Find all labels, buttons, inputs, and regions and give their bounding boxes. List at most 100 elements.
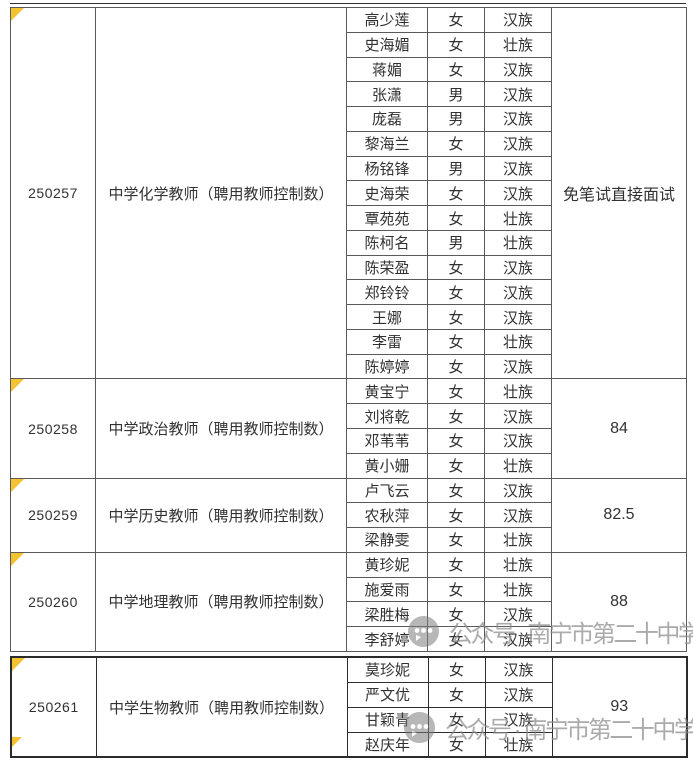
gender-cell-text: 女	[448, 136, 464, 154]
candidate-name-cell: 史海荣	[346, 180, 428, 207]
candidate-name-cell: 黄小姗	[346, 452, 428, 479]
job-title-cell: 中学政治教师（聘用教师控制数）	[95, 378, 347, 479]
gender-cell-text: 女	[448, 37, 464, 55]
gender-cell: 女	[427, 656, 486, 683]
ethnicity-cell-text: 壮族	[502, 235, 533, 253]
candidate-name-cell-text: 邓苇苇	[364, 433, 410, 451]
candidate-name-cell-text: 黎海兰	[364, 136, 410, 154]
candidate-name-cell-text: 覃苑苑	[364, 210, 410, 228]
job-title-cell: 中学历史教师（聘用教师控制数）	[95, 477, 347, 553]
gender-cell: 女	[427, 551, 485, 578]
candidate-name-cell: 陈柯名	[346, 229, 428, 256]
job-code-cell-text: 250259	[28, 507, 78, 524]
ethnicity-cell: 汉族	[484, 502, 552, 529]
candidate-name-cell-text: 李雷	[371, 334, 402, 352]
corner-note-marker-icon	[11, 553, 24, 566]
job-code-cell-text: 250257	[28, 185, 78, 202]
ethnicity-cell-text: 汉族	[502, 136, 533, 154]
ethnicity-cell-text: 汉族	[503, 687, 534, 705]
candidate-row: 250260 中学地理教师（聘用教师控制数） 黄珍妮女壮族 88	[10, 551, 687, 652]
ethnicity-cell: 壮族	[484, 31, 552, 58]
gender-cell: 男	[427, 155, 485, 182]
score-cell-text: 82.5	[603, 506, 635, 524]
ethnicity-cell: 汉族	[484, 106, 552, 132]
candidate-name-cell: 莫珍妮	[346, 656, 429, 683]
ethnicity-cell: 壮族	[484, 205, 552, 231]
gender-cell: 女	[427, 279, 485, 306]
score-cell: 免笔试直接面试	[551, 6, 687, 380]
candidate-name-cell: 张潇	[346, 81, 428, 108]
ethnicity-cell-text: 汉族	[502, 631, 533, 649]
gender-cell: 女	[427, 601, 485, 628]
candidate-row: 黎海兰 女 汉族	[11, 130, 687, 157]
ethnicity-cell: 汉族	[484, 353, 552, 380]
candidate-row: 张潇 男 汉族	[11, 81, 687, 108]
candidate-name-cell: 李雷	[346, 328, 428, 355]
score-cell: 93	[551, 656, 688, 758]
candidate-name-cell: 卢飞云	[346, 477, 428, 504]
positions-table-upper-body: 250257 中学化学教师（聘用教师控制数） 高少莲女汉族 免笔试直接面试 史海媚女壮族…	[10, 6, 687, 652]
candidate-name-cell: 王娜	[346, 304, 428, 330]
ethnicity-cell: 壮族	[484, 328, 552, 355]
score-cell-text: 84	[610, 419, 628, 437]
job-code-cell-text: 250258	[28, 420, 78, 437]
gender-cell: 女	[427, 180, 485, 207]
gender-cell-text: 女	[448, 383, 464, 401]
gender-cell: 男	[427, 106, 485, 132]
candidate-name-cell-text: 陈荣盈	[364, 260, 410, 278]
candidate-name-cell-text: 梁静雯	[364, 532, 410, 550]
ethnicity-cell-text: 汉族	[502, 309, 533, 327]
ethnicity-cell: 汉族	[484, 130, 552, 157]
job-code-cell: 250260	[10, 551, 96, 652]
gender-cell-text: 女	[448, 687, 464, 705]
candidate-name-cell-text: 李舒婷	[364, 631, 410, 649]
gender-cell: 女	[427, 56, 485, 83]
candidate-name-cell: 黄珍妮	[346, 551, 428, 578]
gender-cell-text: 女	[448, 532, 464, 550]
ethnicity-cell: 汉族	[484, 56, 552, 83]
gender-cell-text: 男	[448, 235, 464, 253]
candidate-name-cell: 史海媚	[346, 31, 428, 58]
ethnicity-cell: 壮族	[484, 731, 553, 758]
ethnicity-cell: 汉族	[484, 626, 552, 652]
candidate-row: 杨铭锋 男 汉族	[11, 155, 687, 182]
gender-cell: 女	[427, 452, 485, 479]
candidate-name-cell-text: 庞磊	[371, 111, 402, 129]
score-cell: 88	[551, 551, 687, 652]
ethnicity-cell-text: 汉族	[502, 185, 533, 203]
ethnicity-cell-text: 壮族	[502, 37, 533, 55]
gender-cell-text: 女	[448, 631, 464, 649]
ethnicity-cell: 汉族	[484, 155, 552, 182]
gender-cell-text: 女	[448, 712, 464, 730]
gender-cell-text: 女	[448, 210, 464, 228]
candidate-row: 史海荣 女 汉族	[11, 180, 687, 207]
ethnicity-cell: 汉族	[484, 304, 552, 330]
candidate-name-cell-text: 蒋媚	[371, 61, 402, 79]
ethnicity-cell: 壮族	[484, 551, 552, 578]
corner-note-marker-icon	[11, 8, 24, 21]
ethnicity-cell: 汉族	[484, 180, 552, 207]
ethnicity-cell-text: 汉族	[502, 408, 533, 426]
ethnicity-cell-text: 汉族	[502, 606, 533, 624]
score-cell-text: 免笔试直接面试	[562, 187, 675, 205]
candidate-name-cell: 杨铭锋	[346, 155, 428, 182]
gender-cell-text: 女	[448, 334, 464, 352]
ethnicity-cell: 汉族	[484, 706, 553, 733]
candidate-name-cell-text: 梁胜梅	[364, 606, 410, 624]
ethnicity-cell: 壮族	[484, 452, 552, 479]
candidate-row: 陈荣盈 女 汉族	[11, 254, 687, 281]
candidate-name-cell: 陈婷婷	[346, 353, 428, 380]
gender-cell-text: 女	[448, 581, 464, 599]
gender-cell-text: 女	[448, 309, 464, 327]
ethnicity-cell-text: 壮族	[503, 737, 534, 755]
candidate-name-cell: 农秋萍	[346, 502, 428, 529]
candidate-name-cell: 高少莲	[346, 7, 428, 33]
ethnicity-cell-text: 汉族	[502, 86, 533, 104]
candidate-name-cell: 甘颖青	[346, 706, 429, 733]
gender-cell: 男	[427, 81, 485, 108]
ethnicity-cell: 汉族	[484, 279, 552, 306]
job-code-cell-text: 250260	[28, 593, 78, 610]
gender-cell-text: 女	[448, 185, 464, 203]
candidate-row: 梁静雯 女 壮族	[11, 527, 687, 553]
